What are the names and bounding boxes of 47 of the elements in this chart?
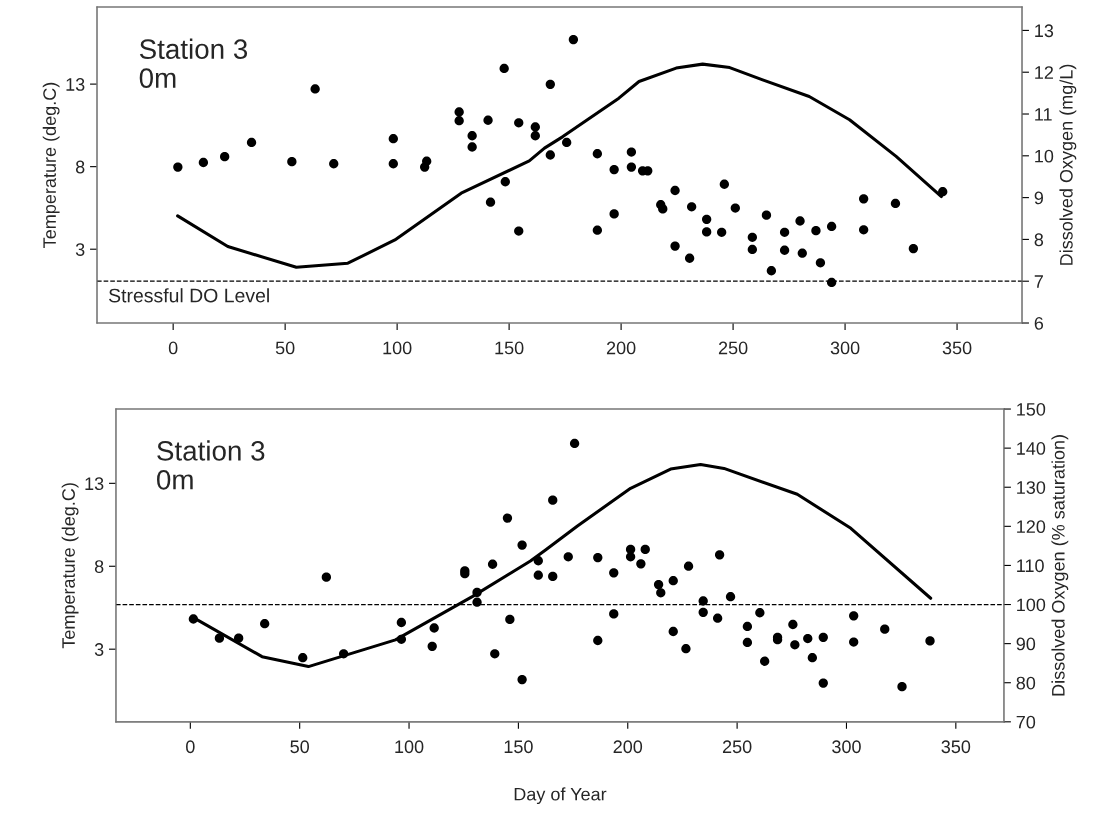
y2-tick-label: 120 [1017,520,1046,534]
y-tick-label: 3 [75,243,85,256]
y2-axis-title: Dissolved Oxygen (mg/L) [1059,64,1077,265]
y2-tick-label: 80 [1016,676,1036,690]
x-tick-label: 150 [504,740,533,754]
x-tick-label: 150 [495,341,524,355]
y2-tick-label: 130 [1017,481,1046,494]
y-tick-label: 3 [94,643,104,656]
annotation: Station 3 0m [139,38,248,88]
y2-tick-label: 110 [1017,559,1044,573]
x-tick-label: 300 [830,341,860,355]
x-tick-label: 250 [722,740,752,754]
y2-tick-label: 7 [1034,275,1043,288]
x-tick-label: 250 [718,341,748,355]
x-tick-label: 100 [383,341,412,355]
y2-tick-label: 11 [1035,108,1052,121]
x-tick-label: 350 [941,740,971,754]
y2-tick-label: 10 [1035,149,1054,163]
x-tick-label: 50 [290,740,310,754]
y-tick-label: 13 [85,477,104,491]
x-tick-label: 200 [613,740,643,754]
x-tick-label: 350 [942,341,972,355]
x-tick-label: 200 [606,341,636,355]
x-tick-label: 0 [186,740,195,754]
y2-tick-label: 13 [1035,24,1054,38]
x-tick-label: 50 [275,341,295,355]
x-axis-title: Day of Year [514,787,607,805]
y2-axis-title: Dissolved Oxygen (% saturation) [1051,435,1069,696]
y-tick-label: 8 [75,160,85,174]
y2-tick-label: 100 [1017,598,1046,612]
y-axis-title: Temperature (deg.C) [61,483,79,649]
y2-tick-label: 8 [1034,233,1044,247]
annotation: Station 3 0m [157,440,265,490]
y2-tick-label: 6 [1034,316,1044,330]
y2-tick-label: 12 [1035,66,1053,79]
x-tick-label: 100 [395,740,424,754]
y-tick-label: 13 [66,78,85,91]
x-tick-label: 300 [832,740,861,754]
y2-tick-label: 70 [1016,715,1036,729]
x-tick-label: 0 [168,341,178,355]
y2-tick-label: 9 [1034,191,1043,205]
y-axis-title: Temperature (deg.C) [42,82,60,248]
y2-tick-label: 140 [1017,442,1046,455]
ref-line-label: Stressful DO Level [108,288,269,303]
y2-tick-label: 90 [1016,637,1036,651]
y2-tick-label: 150 [1017,402,1046,416]
y-tick-label: 8 [94,560,104,573]
